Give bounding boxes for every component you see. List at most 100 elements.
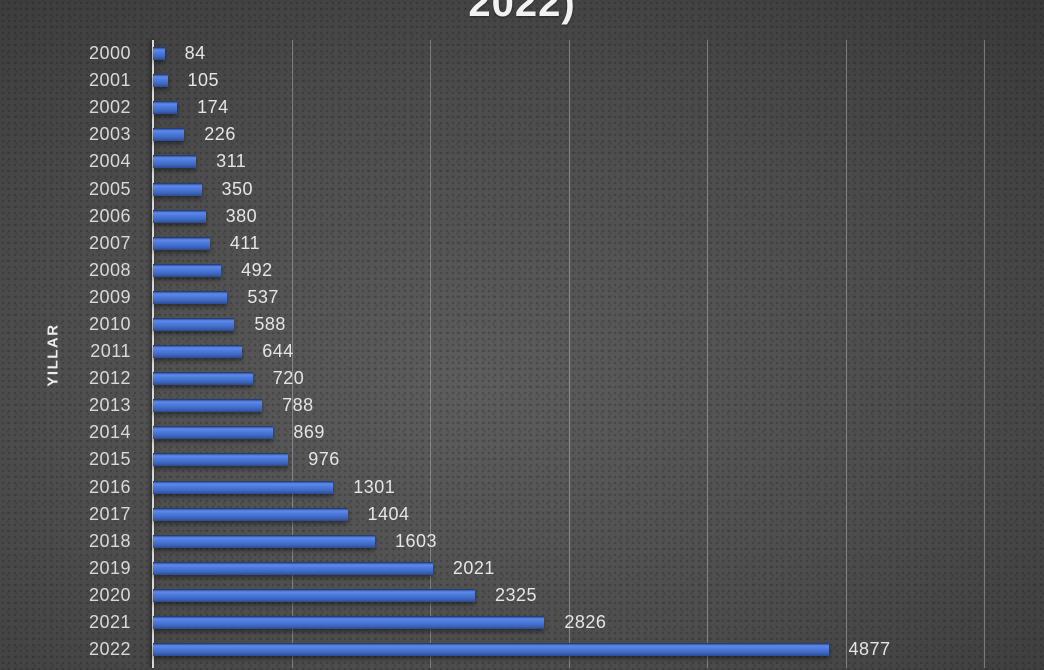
category-label: 2021: [88, 612, 131, 633]
value-label: 226: [204, 124, 236, 145]
value-label: 311: [216, 151, 247, 172]
category-label: 2020: [88, 584, 131, 605]
bar-row: 2014 869: [0, 419, 1044, 446]
category-label: 2022: [88, 639, 131, 660]
bar-row: 2009 537: [0, 284, 1044, 311]
value-label: 492: [241, 259, 273, 280]
bar: [153, 263, 222, 277]
bar-row: 2007 411: [0, 230, 1044, 257]
value-label: 2325: [495, 584, 538, 605]
value-label: 1603: [395, 530, 438, 551]
category-label: 2007: [88, 232, 131, 253]
bar: [153, 561, 433, 575]
bar-row: 2016 1301: [0, 474, 1044, 501]
bar: [153, 182, 202, 196]
value-label: 411: [229, 232, 261, 253]
value-label: 788: [282, 395, 314, 416]
value-label: 1404: [367, 503, 410, 524]
gridline: [845, 40, 847, 668]
bar: [153, 101, 178, 115]
value-label: 720: [272, 368, 305, 389]
value-label: 350: [221, 178, 254, 199]
bar-row: 2005 350: [0, 175, 1044, 202]
bar-row: 2000 84: [0, 40, 1044, 67]
bar-row: 2004 311: [0, 148, 1044, 175]
bar-row: 2021 2826: [0, 609, 1044, 636]
category-label: 2003: [88, 124, 131, 145]
bar: [153, 534, 375, 548]
bar: [153, 372, 253, 386]
gridline: [707, 40, 708, 668]
bar: [153, 47, 165, 61]
bar: [153, 317, 235, 331]
bar-row: 2011 644: [0, 338, 1044, 365]
bar: [153, 453, 289, 467]
category-label: 2004: [88, 151, 131, 172]
value-label: 380: [225, 205, 258, 226]
bar-row: 2001 105: [0, 67, 1044, 94]
bar: [153, 236, 210, 250]
bar-row: 2003 226: [0, 121, 1044, 148]
bar: [153, 290, 228, 304]
bar: [153, 209, 206, 223]
gridline: [291, 40, 293, 668]
bar-row: 2017 1404: [0, 501, 1044, 528]
bar: [153, 74, 168, 88]
bar: [153, 643, 829, 657]
value-label: 174: [197, 97, 229, 118]
category-label: 2010: [88, 313, 131, 334]
bar-row: 2020 2325: [0, 582, 1044, 609]
category-label: 2016: [88, 476, 131, 497]
bar-row: 2018 1603: [0, 528, 1044, 555]
value-label: 4877: [848, 639, 891, 660]
bar: [153, 399, 263, 413]
value-label: 2021: [452, 557, 495, 578]
gridline: [984, 40, 985, 668]
value-label: 869: [293, 422, 325, 443]
category-label: 2000: [88, 43, 131, 64]
value-label: 2826: [564, 612, 607, 633]
category-label: 2019: [88, 557, 131, 578]
category-label: 2009: [88, 286, 131, 307]
category-label: 2018: [88, 530, 131, 551]
bar-row: 2006 380: [0, 203, 1044, 230]
value-label: 588: [254, 313, 286, 334]
category-label: 2014: [88, 422, 131, 443]
bar-row: 2022 4877: [0, 636, 1044, 663]
value-label: 644: [262, 341, 294, 362]
category-label: 2013: [88, 395, 131, 416]
value-label: 84: [184, 43, 206, 64]
category-label: 2017: [88, 503, 131, 524]
bar: [153, 345, 243, 359]
bar-row: 2002 174: [0, 94, 1044, 121]
category-label: 2006: [88, 205, 131, 226]
chart-title: 2022): [468, 0, 576, 25]
gridline: [430, 40, 431, 668]
category-label: 2011: [90, 341, 131, 362]
bar-row: 2008 492: [0, 257, 1044, 284]
category-label: 2005: [88, 178, 131, 199]
bar-row: 2015 976: [0, 446, 1044, 473]
category-label: 2001: [88, 70, 131, 91]
category-label: 2002: [88, 97, 131, 118]
bar: [153, 480, 334, 494]
category-label: 2015: [88, 449, 131, 470]
value-label: 976: [308, 449, 340, 470]
bar-row: 2013 788: [0, 392, 1044, 419]
gridline: [568, 40, 570, 668]
bar: [153, 426, 274, 440]
bar: [153, 588, 475, 602]
category-label: 2008: [88, 259, 131, 280]
bar: [153, 155, 197, 169]
bar: [153, 507, 348, 521]
value-label: 105: [187, 70, 220, 91]
bar: [153, 616, 545, 630]
bar-row: 2010 588: [0, 311, 1044, 338]
value-label: 1301: [353, 476, 396, 497]
category-label: 2012: [88, 368, 131, 389]
bar-row: 2019 2021: [0, 555, 1044, 582]
bar-row: 2012 720: [0, 365, 1044, 392]
bar: [153, 128, 185, 142]
plot-area: 2000 84 2001 105 2002 174 2003 226 2004 …: [0, 40, 1044, 663]
